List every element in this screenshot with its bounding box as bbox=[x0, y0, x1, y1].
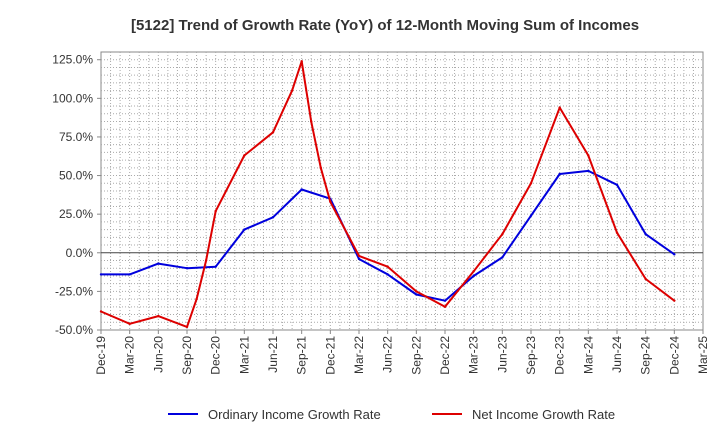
data-point bbox=[157, 314, 160, 318]
x-tick-label: Mar-20 bbox=[123, 336, 137, 374]
x-tick-label: Mar-25 bbox=[696, 336, 710, 374]
axes: 125.0% 100.0% 75.0% 50.0% 25.0% 0.0% -25.0% -50… bbox=[52, 53, 710, 375]
data-point bbox=[243, 228, 246, 231]
data-point bbox=[472, 274, 475, 278]
y-tick-label: 0.0% bbox=[66, 246, 94, 260]
x-tick-label: Jun-23 bbox=[495, 336, 509, 373]
data-point bbox=[310, 120, 313, 123]
y-tick-label: 75.0% bbox=[59, 130, 93, 144]
data-point bbox=[357, 254, 361, 258]
data-point bbox=[415, 293, 418, 296]
x-tick-label: Mar-24 bbox=[581, 336, 595, 374]
x-tick-label: Sep-21 bbox=[295, 336, 309, 375]
legend: Ordinary Income Growth Rate Net Income Gr… bbox=[168, 407, 615, 422]
data-point bbox=[501, 233, 504, 236]
x-tick-label: Mar-21 bbox=[237, 336, 251, 374]
x-tick-label: Mar-22 bbox=[352, 336, 366, 374]
data-point bbox=[443, 305, 447, 309]
x-tick-label: Dec-20 bbox=[209, 336, 223, 375]
x-tick-label: Jun-24 bbox=[610, 336, 624, 373]
data-point bbox=[529, 214, 533, 217]
data-point bbox=[185, 267, 189, 270]
x-tick-label: Dec-24 bbox=[667, 336, 681, 375]
data-point bbox=[290, 89, 294, 92]
data-point bbox=[472, 270, 475, 273]
x-tick-label: Dec-22 bbox=[438, 336, 452, 375]
data-point bbox=[501, 256, 504, 259]
data-point bbox=[443, 299, 447, 302]
data-point bbox=[214, 265, 217, 268]
data-point bbox=[357, 257, 361, 261]
data-point bbox=[644, 233, 647, 236]
data-point bbox=[99, 273, 103, 276]
data-point bbox=[558, 172, 561, 176]
data-point bbox=[157, 262, 160, 265]
data-point bbox=[415, 290, 418, 293]
chart-title: [5122] Trend of Growth Rate (YoY) of 12-… bbox=[131, 17, 639, 34]
x-tick-label: Jun-21 bbox=[266, 336, 280, 373]
x-tick-label: Jun-20 bbox=[151, 336, 165, 373]
data-point bbox=[529, 182, 533, 185]
data-point bbox=[319, 166, 322, 170]
y-tick-label: -25.0% bbox=[55, 284, 93, 298]
data-point bbox=[300, 188, 303, 191]
x-tick-label: Sep-22 bbox=[409, 336, 423, 375]
data-point bbox=[386, 273, 389, 276]
data-point bbox=[386, 265, 389, 268]
data-point bbox=[329, 200, 332, 204]
data-point bbox=[243, 154, 246, 157]
data-point bbox=[214, 209, 217, 213]
series-line-2 bbox=[100, 60, 675, 328]
data-point bbox=[204, 259, 208, 262]
y-tick-label: 100.0% bbox=[52, 91, 93, 105]
x-tick-label: Sep-24 bbox=[639, 336, 653, 375]
data-point bbox=[195, 297, 198, 301]
x-tick-label: Dec-19 bbox=[94, 336, 108, 375]
x-tick-label: Dec-23 bbox=[553, 336, 567, 375]
data-point bbox=[271, 216, 275, 219]
data-point bbox=[615, 231, 619, 234]
data-point bbox=[615, 183, 619, 187]
x-tick-label: Dec-21 bbox=[323, 336, 337, 375]
data-point bbox=[128, 273, 131, 276]
x-tick-label: Sep-20 bbox=[180, 336, 194, 375]
data-point bbox=[587, 154, 590, 157]
data-point bbox=[673, 299, 676, 302]
legend-label: Net Income Growth Rate bbox=[472, 407, 615, 422]
data-point bbox=[185, 325, 189, 329]
legend-label: Ordinary Income Growth Rate bbox=[208, 407, 381, 422]
data-point bbox=[128, 322, 131, 326]
data-point bbox=[99, 310, 103, 313]
y-tick-label: 50.0% bbox=[59, 169, 93, 183]
data-point bbox=[300, 60, 303, 63]
x-tick-label: Jun-22 bbox=[381, 336, 395, 373]
data-point bbox=[673, 253, 676, 256]
y-tick-label: -50.0% bbox=[55, 323, 93, 337]
data-point bbox=[271, 131, 275, 134]
series bbox=[99, 60, 676, 329]
y-tick-label: 25.0% bbox=[59, 207, 93, 221]
x-tick-label: Sep-23 bbox=[524, 336, 538, 375]
data-point bbox=[558, 106, 561, 109]
data-point bbox=[587, 169, 590, 173]
x-tick-label: Mar-23 bbox=[467, 336, 481, 374]
data-point bbox=[644, 277, 647, 281]
y-tick-label: 125.0% bbox=[52, 53, 93, 67]
